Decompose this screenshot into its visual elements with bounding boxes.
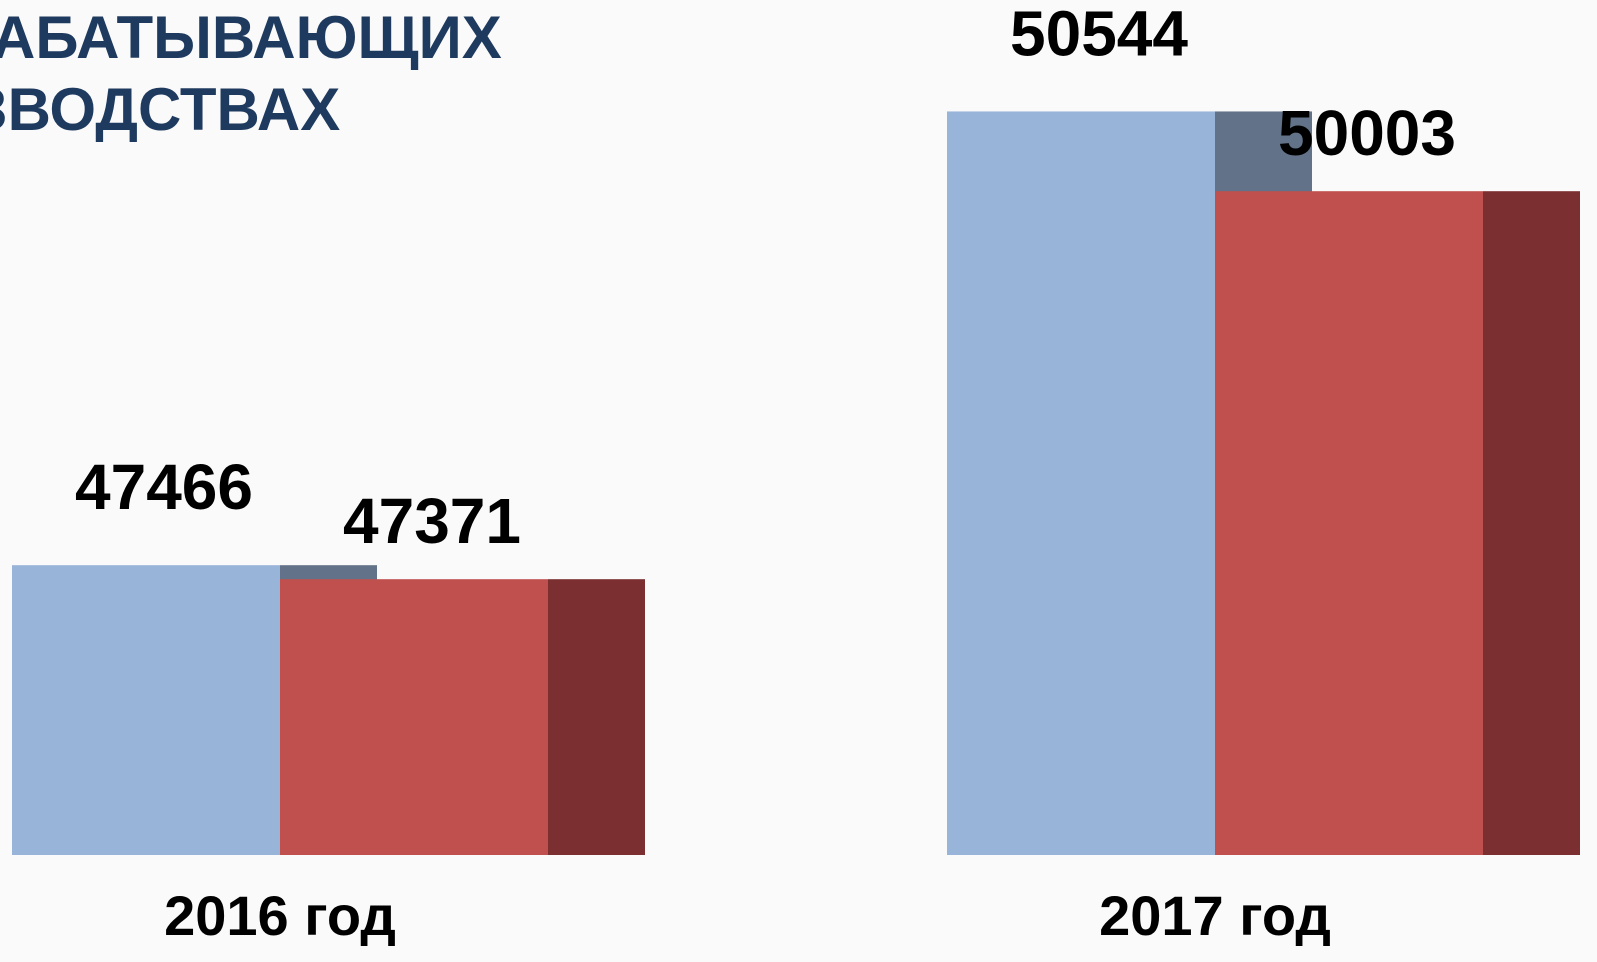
data-label: 50544	[1010, 0, 1188, 69]
bar	[280, 579, 548, 855]
x-tick-label: 2016 год	[164, 884, 396, 947]
title-line: ЗВОДСТВАХ	[0, 76, 340, 143]
data-label: 47371	[343, 485, 521, 557]
bar-side	[548, 579, 645, 855]
bar	[947, 111, 1215, 855]
bar	[12, 565, 280, 855]
bar	[1215, 191, 1483, 856]
x-tick-label: 2017 год	[1099, 884, 1331, 947]
bar-side	[1483, 191, 1580, 856]
data-label: 50003	[1278, 97, 1456, 169]
title-line: АБАТЫВАЮЩИХ	[0, 4, 502, 71]
data-label: 47466	[75, 451, 253, 523]
